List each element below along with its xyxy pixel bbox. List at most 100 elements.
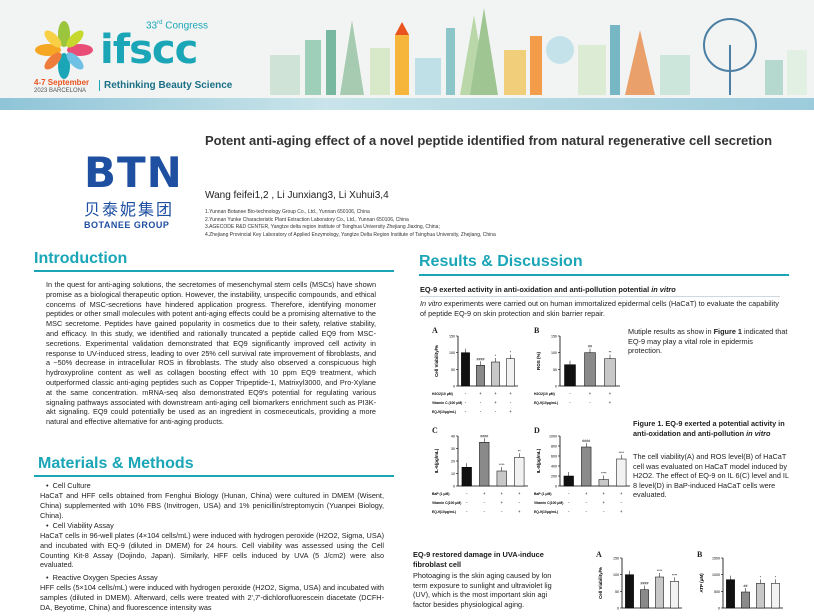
bar	[581, 446, 592, 487]
y-axis-label: ROS (%)	[536, 351, 541, 370]
figure1-description: The cell viability(A) and ROS level(B) o…	[633, 452, 789, 500]
y-tick-label: 150	[613, 557, 619, 561]
condition-mark: -	[510, 400, 512, 405]
significance-label: **	[518, 449, 521, 453]
congress-label: 33rd Congress	[146, 20, 209, 32]
ifscc-wordmark: ifscc	[100, 27, 198, 73]
condition-mark: -	[484, 500, 486, 505]
significance-label: **	[609, 351, 612, 355]
y-tick-label: 0	[718, 607, 720, 611]
condition-mark: +	[479, 391, 482, 396]
condition-mark: -	[495, 409, 497, 414]
condition-mark: -	[586, 500, 588, 505]
bar	[476, 365, 485, 387]
y-tick-label: 0	[453, 485, 455, 489]
bar	[491, 361, 500, 387]
bar	[461, 352, 470, 387]
y-tick-label: 30	[451, 447, 455, 451]
condition-mark: +	[500, 491, 503, 496]
y-tick-label: 50	[451, 368, 455, 372]
panel-label-d: D	[534, 426, 540, 435]
condition-mark: +	[500, 500, 503, 505]
y-axis-label: Cell Viability/%	[598, 567, 603, 599]
significance-label: ##	[588, 345, 592, 349]
condition-mark: -	[466, 500, 468, 505]
panel-label-a: A	[432, 326, 438, 335]
condition-mark: +	[620, 509, 623, 514]
bar	[461, 467, 472, 487]
condition-mark: -	[568, 509, 570, 514]
bar	[496, 470, 507, 487]
bar	[640, 589, 649, 609]
condition-mark: -	[466, 509, 468, 514]
condition-mark: +	[609, 400, 612, 405]
paper-authors: Wang feifei1,2 , Li Junxiang3, Li Xuhui3…	[205, 190, 389, 201]
significance-label: ####	[582, 439, 590, 443]
chart-panel-a2: 0 50 100 150 Cell Viability/% #### **** ****	[598, 557, 682, 611]
result-subheading: fibroblast cell	[413, 560, 462, 569]
condition-mark: -	[569, 391, 571, 396]
bar	[756, 583, 765, 609]
bar	[564, 364, 576, 387]
significance-label: ****	[499, 463, 505, 467]
condition-mark: +	[509, 409, 512, 414]
congress-tagline: Rethinking Beauty Science	[99, 80, 232, 91]
condition-mark: +	[620, 491, 623, 496]
y-tick-label: 150	[449, 335, 455, 339]
condition-mark: -	[466, 491, 468, 496]
methods-rule	[34, 475, 394, 477]
ifscc-flower-logo	[35, 21, 93, 79]
result-paragraph: In vitro experiments were carried out on…	[420, 299, 779, 318]
condition-mark: -	[465, 400, 467, 405]
bar	[655, 576, 664, 609]
bar	[771, 583, 780, 609]
method-text: HFF cells (5×104 cells/mL) were induced …	[40, 583, 384, 612]
panel-label-b2: B	[697, 550, 703, 559]
bar	[604, 358, 616, 387]
y-tick-label: 500	[714, 590, 720, 594]
affiliations: 1.Yunnan Botanee Bio-technology Group Co…	[205, 209, 496, 239]
paragraph-line: term exposure to sunlight and ultraviole…	[413, 580, 552, 590]
significance-label: ####	[477, 357, 485, 361]
y-tick-label: 1000	[712, 573, 720, 577]
method-text: HaCaT cells in 96-well plates (4×104 cel…	[40, 531, 384, 570]
y-tick-label: 0	[617, 607, 619, 611]
chart-panel-b2: 0 500 1000 1500 ATP (μM) ## * *	[699, 557, 783, 611]
results-heading: Results & Discussion	[419, 253, 583, 270]
condition-mark: -	[480, 400, 482, 405]
y-axis-label: Cell Viability/%	[434, 345, 439, 377]
paragraph-line: factor besides physiological aging.	[413, 599, 525, 609]
y-tick-label: 800	[551, 445, 557, 449]
significance-label: *	[495, 354, 497, 358]
y-tick-label: 150	[551, 335, 557, 339]
y-tick-label: 400	[551, 465, 557, 469]
condition-mark: +	[509, 391, 512, 396]
btn-english-name: BOTANEE GROUP	[84, 220, 170, 230]
condition-label: EQ-9(10μg/mL)	[534, 401, 558, 405]
y-tick-label: 100	[613, 573, 619, 577]
result-subheading: EQ-9 restored damage in UVA-induce	[413, 550, 544, 559]
condition-label: H2O2(10 μM)	[534, 392, 555, 396]
condition-mark: -	[621, 500, 623, 505]
btn-wordmark: BTN	[84, 148, 183, 197]
condition-mark: -	[465, 409, 467, 414]
figure1-summary: Mutiple results as show in Figure 1 indi…	[628, 327, 788, 356]
condition-label: H2O2(10 μM)	[432, 392, 453, 396]
condition-mark: +	[483, 491, 486, 496]
condition-mark: +	[518, 491, 521, 496]
condition-label: EQ-9(10μg/mL)	[432, 510, 456, 514]
y-tick-label: 100	[449, 351, 455, 355]
condition-mark: +	[585, 491, 588, 496]
y-tick-label: 10	[451, 472, 455, 476]
bar	[670, 581, 679, 609]
y-axis-label: IL-8(pg/mL)	[536, 448, 541, 473]
significance-label: *	[775, 575, 777, 579]
y-tick-label: 600	[551, 455, 557, 459]
condition-mark: +	[589, 391, 592, 396]
panel-label-a2: A	[596, 550, 602, 559]
affiliation-line: 4.Zhejiang Provincial Key Laboratory of …	[205, 231, 496, 238]
bar	[625, 574, 634, 609]
condition-mark: -	[568, 500, 570, 505]
significance-label: ****	[672, 573, 678, 577]
